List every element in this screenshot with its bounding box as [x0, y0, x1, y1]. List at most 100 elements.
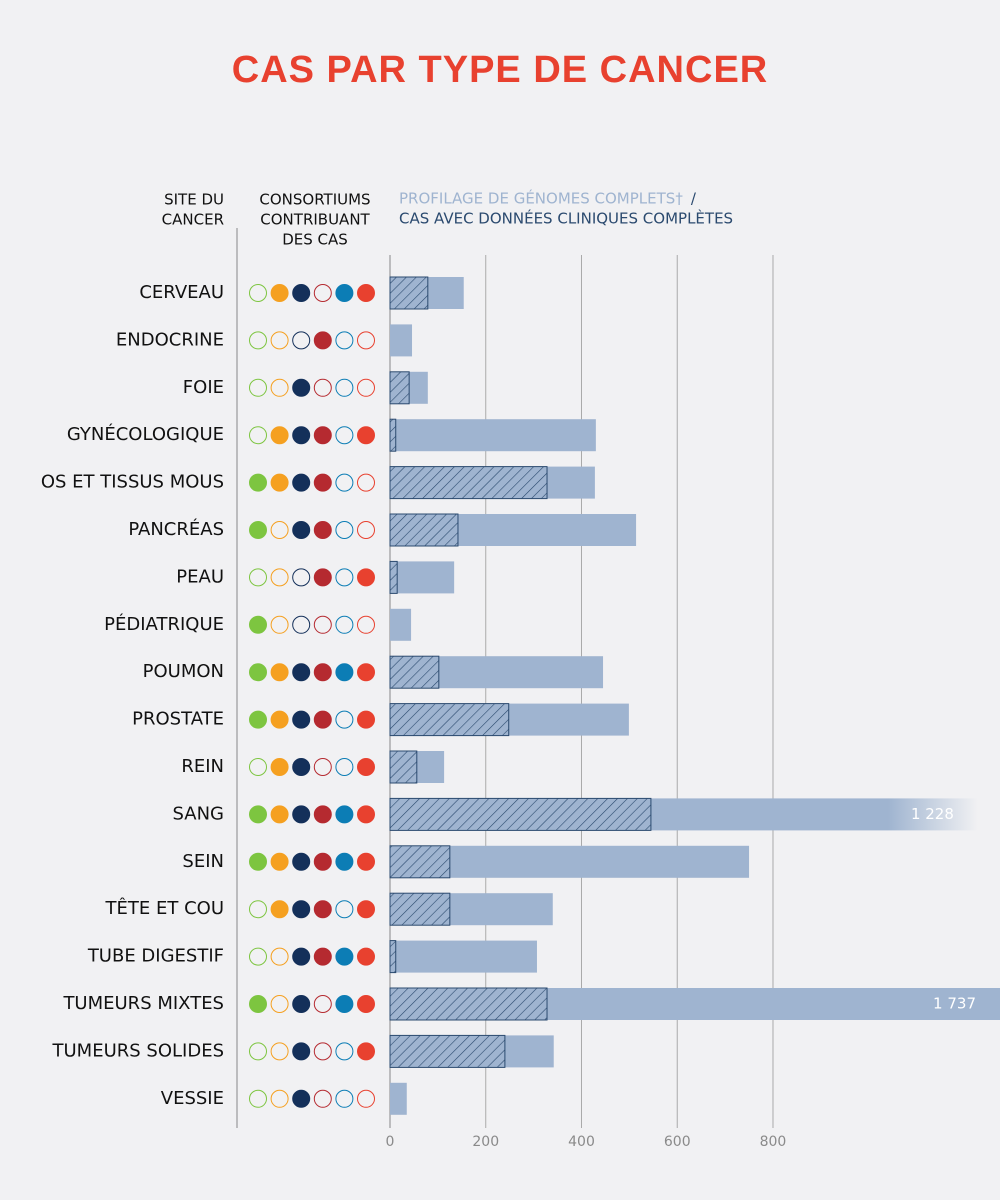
hatched-bar: [389, 703, 510, 737]
consortium-dot: [292, 947, 311, 966]
hatched-bar: [389, 892, 451, 926]
consortium-dot: [292, 615, 311, 634]
consortium-dot: [335, 378, 354, 397]
consortium-dot: [270, 900, 289, 919]
consortium-dot: [292, 568, 311, 587]
consortium-dot: [313, 568, 332, 587]
category-label: POUMON: [143, 661, 224, 682]
hatched-bar: [389, 940, 397, 974]
x-tick-label: 600: [664, 1134, 691, 1150]
consortium-dot: [249, 805, 267, 824]
header: SITE DU: [164, 191, 224, 209]
chart-title: CAS PAR TYPE DE CANCER: [232, 49, 768, 91]
consortium-dot: [249, 758, 267, 776]
consortium-dot: [357, 284, 375, 302]
consortium-dot: [270, 947, 289, 966]
hatched-bar: [389, 276, 429, 310]
consortium-dot: [270, 521, 289, 539]
consortium-dot: [357, 521, 375, 539]
consortium-dot: [270, 710, 289, 729]
consortium-dot: [335, 900, 354, 919]
consortium-dot: [335, 852, 354, 871]
hatched-bar: [389, 560, 398, 594]
bar: [390, 419, 596, 452]
consortium-dot: [249, 663, 267, 682]
consortium-dot: [270, 995, 289, 1013]
consortium-dot: [270, 378, 289, 397]
bar: [390, 608, 412, 641]
consortium-dot: [313, 710, 332, 729]
x-tick-label: 400: [568, 1134, 595, 1150]
consortium-dot: [335, 426, 354, 445]
consortium-dot: [249, 331, 267, 350]
consortium-dot: [270, 568, 289, 587]
legend-label: CAS AVEC DONNÉES CLINIQUES COMPLÈTES: [399, 209, 733, 228]
consortium-dot: [249, 426, 267, 445]
consortium-dot: [270, 758, 289, 776]
consortium-dot: [335, 663, 354, 682]
category-label: SEIN: [182, 851, 224, 872]
consortium-dot: [313, 521, 332, 539]
header: CANCER: [162, 211, 224, 229]
consortium-dot: [249, 995, 267, 1013]
consortium-dot: [313, 473, 332, 492]
consortium-dot: [357, 473, 375, 492]
consortium-dot: [292, 378, 311, 397]
consortium-dot: [249, 378, 267, 397]
consortium-dot: [249, 521, 267, 539]
consortium-dot: [313, 1089, 332, 1108]
header: CONTRIBUANT: [260, 211, 370, 229]
category-label: REIN: [181, 756, 224, 777]
consortium-dot: [270, 852, 289, 871]
header: CONSORTIUMS: [259, 191, 370, 209]
consortium-dot: [335, 331, 354, 350]
consortium-dot: [270, 1042, 289, 1061]
consortium-dot: [313, 947, 332, 966]
consortium-dot: [313, 900, 332, 919]
consortium-dot: [335, 568, 354, 587]
category-label: CERVEAU: [139, 282, 224, 303]
consortium-dot: [313, 852, 332, 871]
hatched-bar: [389, 987, 548, 1021]
consortium-dot: [335, 1089, 354, 1108]
consortium-dot: [313, 615, 332, 634]
consortium-dot: [335, 521, 354, 539]
consortium-dot: [357, 378, 375, 397]
consortium-dot: [270, 1089, 289, 1108]
consortium-dot: [292, 995, 311, 1013]
legend-separator: /: [691, 190, 697, 208]
category-label: PÉDIATRIQUE: [104, 613, 224, 635]
consortium-dot: [249, 615, 267, 634]
consortium-dot: [270, 805, 289, 824]
hatched-bar: [389, 371, 410, 405]
consortium-dot: [357, 852, 375, 871]
consortium-dot: [357, 995, 375, 1013]
consortium-dot: [313, 378, 332, 397]
consortium-dot: [292, 1089, 311, 1108]
consortium-dot: [292, 1042, 311, 1061]
consortium-dot: [335, 1042, 354, 1061]
consortium-dot: [313, 284, 332, 302]
consortium-dot: [313, 426, 332, 445]
category-label: TUMEURS MIXTES: [62, 993, 224, 1014]
consortium-dot: [357, 900, 375, 919]
consortium-dot: [249, 284, 267, 302]
hatched-bar: [389, 750, 418, 784]
category-label: TUMEURS SOLIDES: [52, 1040, 225, 1061]
value-label: 1 228: [911, 805, 954, 823]
category-label: PEAU: [176, 566, 224, 587]
consortium-dot: [357, 805, 375, 824]
hatched-bar: [389, 797, 652, 831]
bar: [390, 1082, 407, 1115]
hatched-bar: [389, 655, 440, 689]
hatched-bar: [389, 466, 548, 500]
consortium-dot: [313, 805, 332, 824]
consortium-dot: [335, 615, 354, 634]
consortium-dot: [249, 1089, 267, 1108]
consortium-dot: [357, 947, 375, 966]
category-label: ENDOCRINE: [116, 329, 224, 350]
consortium-dot: [313, 1042, 332, 1061]
consortium-dot: [357, 1089, 375, 1108]
consortium-dot: [292, 900, 311, 919]
consortium-dot: [357, 710, 375, 729]
